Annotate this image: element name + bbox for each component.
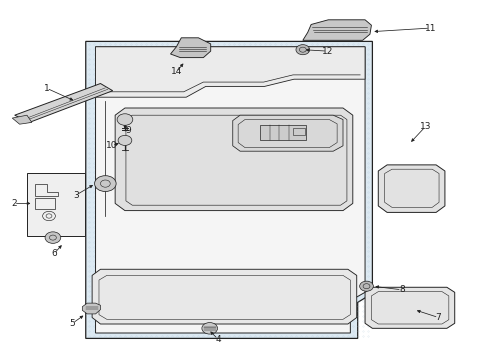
- Text: 10: 10: [106, 141, 118, 150]
- Bar: [260, 125, 306, 140]
- Text: 2: 2: [11, 199, 17, 208]
- Circle shape: [360, 281, 373, 291]
- Circle shape: [45, 232, 61, 243]
- Text: 6: 6: [51, 249, 57, 258]
- Polygon shape: [86, 41, 372, 338]
- Bar: [27, 173, 85, 236]
- Text: 7: 7: [436, 313, 441, 322]
- Polygon shape: [115, 108, 353, 211]
- Circle shape: [117, 114, 133, 125]
- Text: 9: 9: [125, 126, 131, 135]
- Polygon shape: [12, 115, 32, 124]
- Text: 3: 3: [73, 191, 79, 199]
- Text: 1: 1: [44, 84, 49, 93]
- Polygon shape: [96, 47, 365, 333]
- Text: 14: 14: [171, 68, 182, 77]
- Text: 11: 11: [424, 23, 436, 32]
- Circle shape: [202, 323, 218, 334]
- Polygon shape: [303, 20, 371, 40]
- Polygon shape: [15, 84, 113, 122]
- Circle shape: [118, 135, 132, 145]
- Polygon shape: [365, 287, 455, 328]
- Polygon shape: [92, 269, 357, 324]
- Text: 4: 4: [215, 335, 221, 343]
- Text: 12: 12: [321, 46, 333, 55]
- Text: 13: 13: [419, 122, 431, 131]
- Polygon shape: [171, 38, 211, 58]
- Circle shape: [95, 176, 116, 192]
- Text: 5: 5: [70, 319, 75, 328]
- Bar: [293, 128, 305, 135]
- Polygon shape: [82, 303, 100, 314]
- Polygon shape: [233, 115, 343, 151]
- Polygon shape: [96, 47, 365, 97]
- Circle shape: [296, 45, 310, 55]
- Text: 8: 8: [399, 285, 405, 294]
- Polygon shape: [378, 165, 445, 212]
